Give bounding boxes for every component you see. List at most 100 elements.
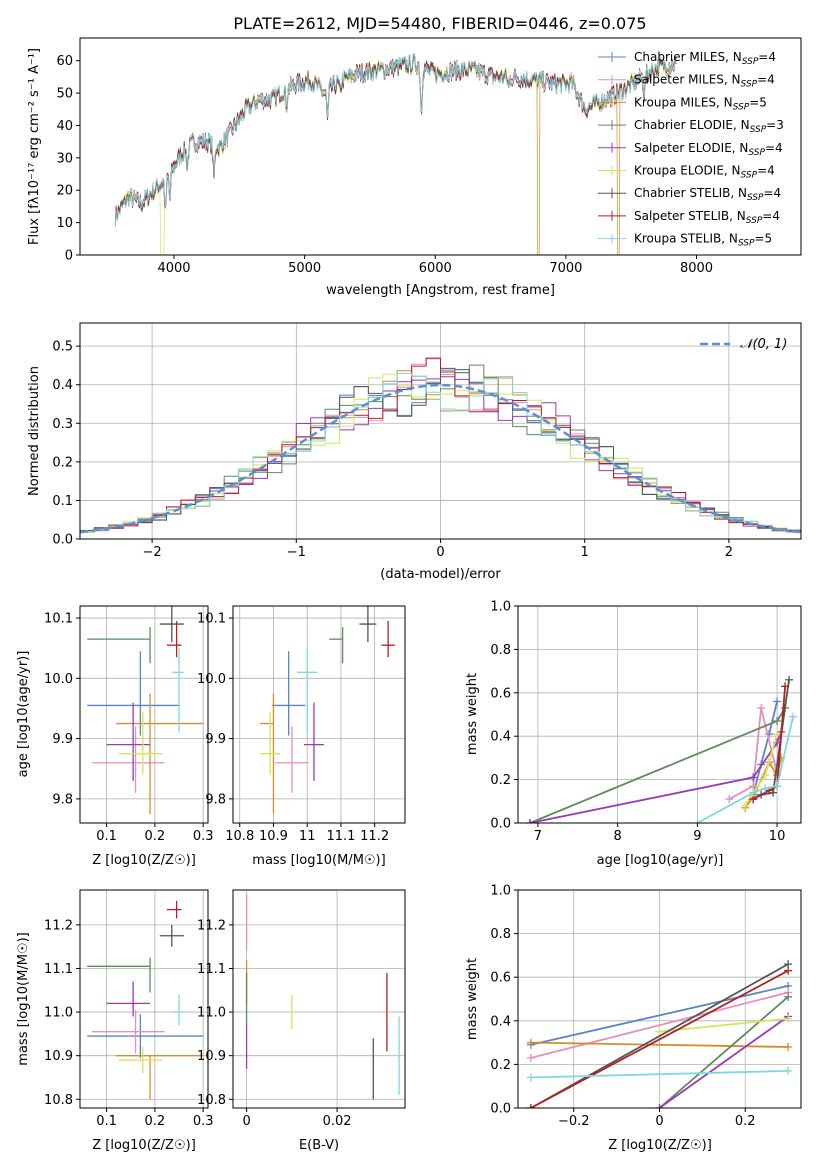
plot-content [259,606,395,814]
y-tick-label: 0.8 [490,643,511,658]
x-tick-label: 11.1 [326,829,355,844]
y-tick-label: 0.3 [52,417,73,432]
x-axis-label: Z [log10(Z/Z☉)] [92,853,196,868]
spectrum-line [114,53,677,227]
legend-label: Salpeter MILES, NSSP=4 [634,73,775,90]
y-tick-label: 10.9 [197,1049,226,1064]
series-line [728,707,778,800]
panel-spectrum: 4000 5000 6000 7000 8000 0 10 20 30 40 50 60 wavelen… [27,37,802,298]
plot-content [245,894,400,1100]
axis-label: mass weight [465,958,480,1040]
y-tick-label: 9.9 [52,732,73,747]
series-line [530,991,789,1059]
x-tick-label: 0 [242,1114,250,1129]
x-tick-label: 1 [581,545,589,560]
y-tick-label: 11.2 [197,918,226,933]
x-tick-label: 10.9 [259,829,288,844]
y-tick-label: 0.4 [490,730,511,745]
panel-mass-vs-z: 0.1 0.2 0.3 10.8 10.9 11.0 11.1 11.2 Z [log10(Z/… [16,889,214,1153]
series-line [752,686,786,800]
series-line [530,1070,789,1079]
y-tick-label: 10.8 [197,1093,226,1108]
y-tick-label: 10.8 [44,1093,73,1108]
legend-label: 𝒩(0, 1) [740,337,787,352]
x-tick-label: 8000 [680,261,713,276]
y-tick-label: 0.6 [490,686,511,701]
plot-content [80,357,801,534]
x-tick-label: 0.3 [193,829,214,844]
legend-label: Kroupa MILES, NSSP=5 [634,95,767,112]
legend: Chabrier MILES, NSSP=4 Salpeter MILES, NS… [598,50,784,249]
series-line [529,731,782,823]
y-tick-label: 0.0 [52,533,73,548]
y-tick-label: 10.9 [44,1049,73,1064]
plot-content [87,900,204,1100]
panel-mass-vs-ebv: 0 0.02 10.8 10.9 11.0 11.1 11.2 E(B-V) [197,889,406,1153]
axes-frame [79,605,209,824]
y-tick-label: 9.8 [52,792,73,807]
y-tick-label: 1.0 [490,600,511,615]
x-axis-label: Z [log10(Z/Z☉)] [608,1138,712,1153]
panel-age-vs-mass: 10.8 10.9 11 11.1 11.2 9.8 9.9 10.0 10.1 mass [lo… [197,605,406,868]
panel-residual-histogram: −2 −1 0 1 2 0.0 0.1 0.2 0.3 0.4 0.5 𝒩(0, 1) (data-mo… [27,322,802,582]
x-axis-label: E(B-V) [299,1138,339,1153]
y-tick-label: 11.0 [197,1006,226,1021]
y-tick-label: 0.8 [490,927,511,942]
y-tick-label: 0.0 [490,1102,511,1117]
axes-frame [517,605,802,824]
series-line [658,996,789,1108]
y-tick-label: 30 [56,151,73,166]
x-tick-label: 0.2 [145,829,166,844]
y-tick-label: 0.4 [490,1014,511,1029]
y-tick-label: 9.8 [205,792,226,807]
legend-label: Chabrier MILES, NSSP=4 [634,50,776,67]
panel-massweight-vs-z: −0.2 0 0.2 0.0 0.2 0.4 0.6 0.8 1.0 Z [log10(Z/Z☉)… [465,884,802,1153]
plot-area [233,606,405,823]
panel-massweight-vs-age: 7 8 9 10 0.0 0.2 0.4 0.6 0.8 1.0 age [log10(age/yr… [465,600,802,868]
y-tick-label: 10.1 [197,612,226,627]
y-tick-label: 0.2 [52,455,73,470]
x-tick-label: −0.2 [558,1114,590,1129]
y-tick-label: 0.2 [490,1058,511,1073]
series-line [530,985,789,1046]
axes-frame [79,37,802,256]
y-tick-label: 0.0 [490,817,511,832]
axis-label: age [log10(age/yr)] [16,651,31,778]
y-tick-label: 10.1 [44,612,73,627]
x-tick-label: 0.2 [145,1114,166,1129]
figure-title: PLATE=2612, MJD=54480, FIBERID=0446, z=0… [233,14,646,33]
legend-label: Kroupa STELIB, NSSP=5 [634,232,772,249]
x-tick-label: 4000 [157,261,190,276]
y-tick-label: 11.1 [44,962,73,977]
y-tick-label: 0.1 [52,494,73,509]
y-tick-label: 0.4 [52,378,73,393]
x-tick-label: 0.2 [735,1114,756,1129]
axes-frame [232,889,406,1109]
axis-label: mass [log10(M/M☉)] [16,932,31,1065]
x-tick-label: 11 [299,829,316,844]
y-tick-label: 11.1 [197,962,226,977]
y-tick-label: 1.0 [490,884,511,899]
plot-area [518,606,801,823]
x-tick-label: 5000 [288,261,321,276]
x-tick-label: 7 [534,829,542,844]
series-line [530,963,789,1108]
x-tick-label: 10.8 [225,829,254,844]
plot-area [233,890,405,1108]
axis-label: mass weight [465,673,480,755]
x-tick-label: 0.02 [323,1114,352,1129]
x-tick-label: 0.1 [96,1114,117,1129]
y-tick-label: 20 [56,184,73,199]
y-tick-label: 10.0 [44,672,73,687]
plot-area [80,890,208,1108]
y-tick-label: 10 [56,216,73,231]
y-tick-label: 10.0 [197,672,226,687]
x-tick-label: 2 [725,545,733,560]
x-axis-label: wavelength [Angstrom, rest frame] [326,283,555,298]
x-tick-label: 0 [655,1114,663,1129]
legend-label: Chabrier ELODIE, NSSP=3 [634,118,784,135]
plot-content [526,960,793,1108]
series-line [658,1015,789,1108]
plot-content [525,675,798,823]
